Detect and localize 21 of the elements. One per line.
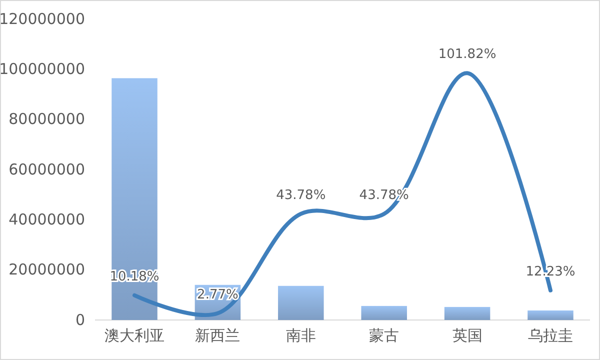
y-tick-label: 0 xyxy=(75,310,85,329)
bar xyxy=(278,286,324,320)
bar xyxy=(444,306,490,320)
y-tick-label: 60000000 xyxy=(8,160,85,178)
y-tick-label: 80000000 xyxy=(8,110,85,128)
x-tick-label: 英国 xyxy=(452,326,482,345)
x-tick-label: 乌拉圭 xyxy=(528,326,573,345)
data-label: 2.77% xyxy=(197,287,238,302)
y-tick-label: 20000000 xyxy=(8,260,85,279)
x-tick-label: 南非 xyxy=(286,326,316,345)
y-tick-label: 120000000 xyxy=(0,10,85,28)
x-tick-label: 澳大利亚 xyxy=(104,326,165,345)
y-tick-label: 40000000 xyxy=(8,210,85,228)
y-tick-label: 100000000 xyxy=(0,60,85,78)
x-tick-label: 蒙古 xyxy=(369,326,400,345)
data-label: 101.82% xyxy=(438,47,496,62)
data-label: 43.78% xyxy=(276,188,326,203)
bar xyxy=(528,310,574,320)
bar xyxy=(112,78,158,320)
bar xyxy=(361,306,407,320)
x-tick-label: 新西兰 xyxy=(195,326,240,345)
